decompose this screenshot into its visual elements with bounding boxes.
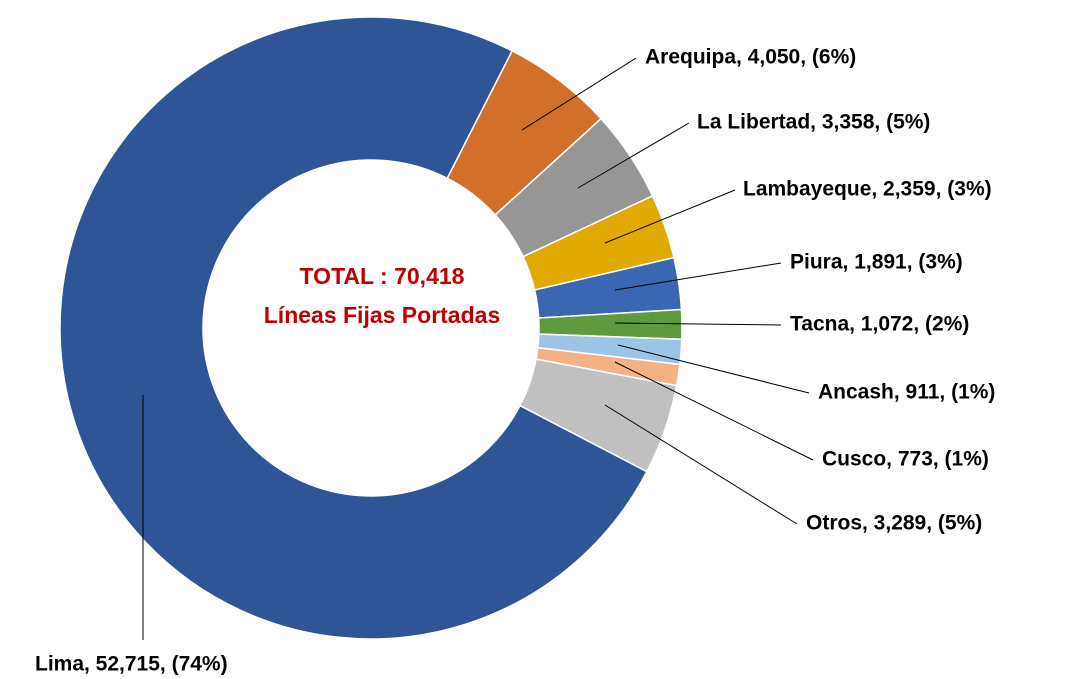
center-total: TOTAL : 70,418: [300, 263, 465, 289]
slice: [59, 16, 648, 640]
data-label: Ancash, 911, (1%): [818, 381, 995, 404]
data-label: Piura, 1,891, (3%): [790, 251, 963, 274]
data-label: Lambayeque, 2,359, (3%): [743, 178, 992, 201]
donut: [59, 16, 683, 640]
center-caption: Líneas Fijas Portadas: [264, 302, 500, 328]
data-label: Otros, 3,289, (5%): [806, 512, 982, 535]
data-label: Tacna, 1,072, (2%): [790, 313, 969, 336]
leader-line: [614, 262, 782, 291]
leader-lines: [142, 57, 814, 640]
leader-line: [614, 322, 782, 326]
leader-line: [617, 344, 810, 394]
slice: [519, 358, 678, 473]
data-label: Lima, 52,715, (74%): [35, 653, 228, 676]
leader-line: [521, 57, 637, 131]
leader-line: [577, 122, 690, 189]
data-label: Arequipa, 4,050, (6%): [645, 46, 856, 69]
data-label: La Libertad, 3,358, (5%): [697, 111, 930, 134]
data-label: Cusco, 773, (1%): [822, 448, 989, 471]
leader-line: [614, 361, 814, 461]
leader-line: [604, 189, 736, 244]
leader-line: [604, 404, 798, 525]
